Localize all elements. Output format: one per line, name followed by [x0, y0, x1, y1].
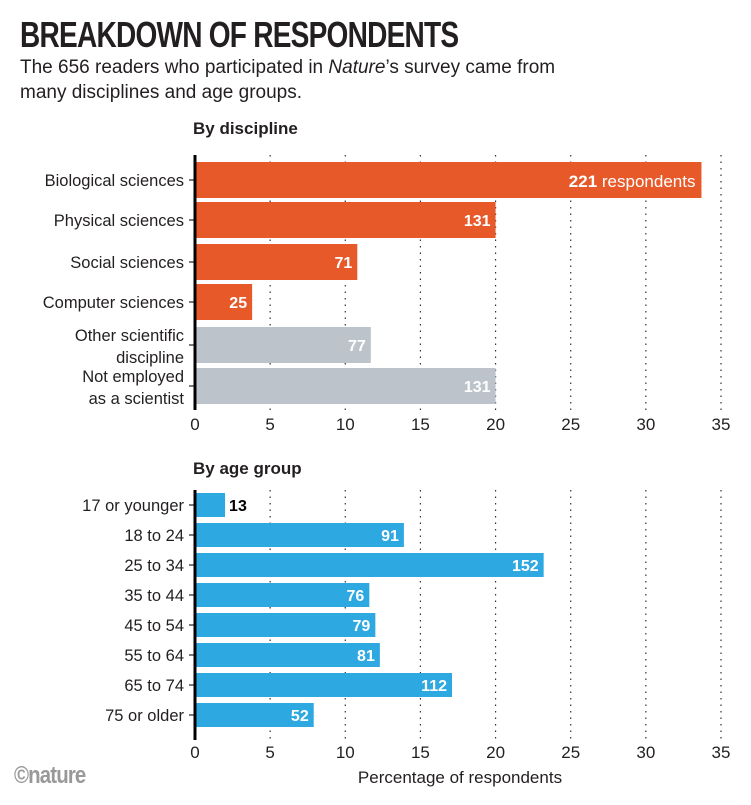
x-tick-label: 35 [712, 743, 731, 762]
x-tick-label: 10 [336, 415, 355, 434]
data-label: 91 [381, 528, 399, 545]
x-tick-label: 20 [486, 743, 505, 762]
bar [195, 244, 358, 280]
nature-logo: ©nature [14, 762, 86, 789]
category-label: as a scientist [89, 390, 185, 408]
bar [195, 583, 370, 607]
bar [195, 493, 226, 517]
panel-title: By discipline [193, 119, 298, 138]
x-tick-label: 15 [411, 743, 430, 762]
bar [195, 553, 544, 577]
category-label: Biological sciences [45, 172, 184, 190]
bar [195, 523, 404, 547]
x-tick-label: 30 [636, 415, 655, 434]
bar [195, 613, 376, 637]
data-label: 77 [348, 338, 366, 355]
data-label: 79 [353, 618, 371, 635]
category-label: 17 or younger [82, 497, 184, 515]
category-label: Computer sciences [43, 294, 184, 312]
bar [195, 162, 702, 198]
x-tick-label: 20 [486, 415, 505, 434]
subtitle-italic: Nature [328, 57, 386, 78]
bar [195, 703, 314, 727]
category-label: Other scientific [75, 327, 184, 345]
figure-title: BREAKDOWN OF RESPONDENTS [20, 14, 459, 55]
category-label: 55 to 64 [124, 647, 184, 665]
x-tick-label: 5 [265, 415, 274, 434]
x-tick-label: 25 [561, 743, 580, 762]
x-tick-label: 15 [411, 415, 430, 434]
category-label: 65 to 74 [124, 677, 184, 695]
x-tick-label: 35 [712, 415, 731, 434]
data-label: 81 [357, 648, 375, 665]
bar [195, 327, 371, 363]
data-label: 131 [464, 379, 491, 396]
category-label: 25 to 34 [124, 557, 184, 575]
category-label: Not employed [82, 368, 184, 386]
x-tick-label: 25 [561, 415, 580, 434]
bar [195, 643, 380, 667]
data-label: 52 [291, 708, 309, 725]
bar [195, 673, 452, 697]
subtitle-part: The 656 readers who participated in [20, 57, 329, 78]
data-label: 13 [229, 498, 247, 515]
data-label: 76 [347, 588, 365, 605]
category-label: 35 to 44 [124, 587, 184, 605]
data-label: 152 [512, 558, 539, 575]
category-label: 75 or older [105, 707, 184, 725]
data-label: 25 [229, 295, 247, 312]
figure-subtitle: The 656 readers who participated in Natu… [20, 55, 580, 105]
x-tick-label: 30 [636, 743, 655, 762]
x-axis-label: Percentage of respondents [358, 768, 562, 787]
data-label: 71 [335, 255, 353, 272]
data-label: 131 [464, 213, 491, 230]
category-label: discipline [116, 349, 184, 367]
bar [195, 202, 496, 238]
category-label: 18 to 24 [124, 527, 184, 545]
category-label: Physical sciences [54, 212, 184, 230]
category-label: 45 to 54 [124, 617, 184, 635]
subtitle-part: ’s survey came from many disciplines and… [20, 57, 556, 103]
x-tick-label: 10 [336, 743, 355, 762]
x-tick-label: 0 [190, 415, 199, 434]
data-label: 112 [421, 678, 447, 695]
panel-title: By age group [193, 459, 302, 478]
x-tick-label: 5 [265, 743, 274, 762]
bar [195, 284, 253, 320]
x-tick-label: 0 [190, 743, 199, 762]
category-label: Social sciences [70, 254, 184, 272]
bar [195, 368, 496, 404]
data-label: 221 respondents [569, 172, 696, 191]
